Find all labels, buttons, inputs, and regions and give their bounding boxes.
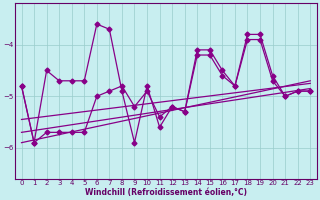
X-axis label: Windchill (Refroidissement éolien,°C): Windchill (Refroidissement éolien,°C) xyxy=(85,188,247,197)
